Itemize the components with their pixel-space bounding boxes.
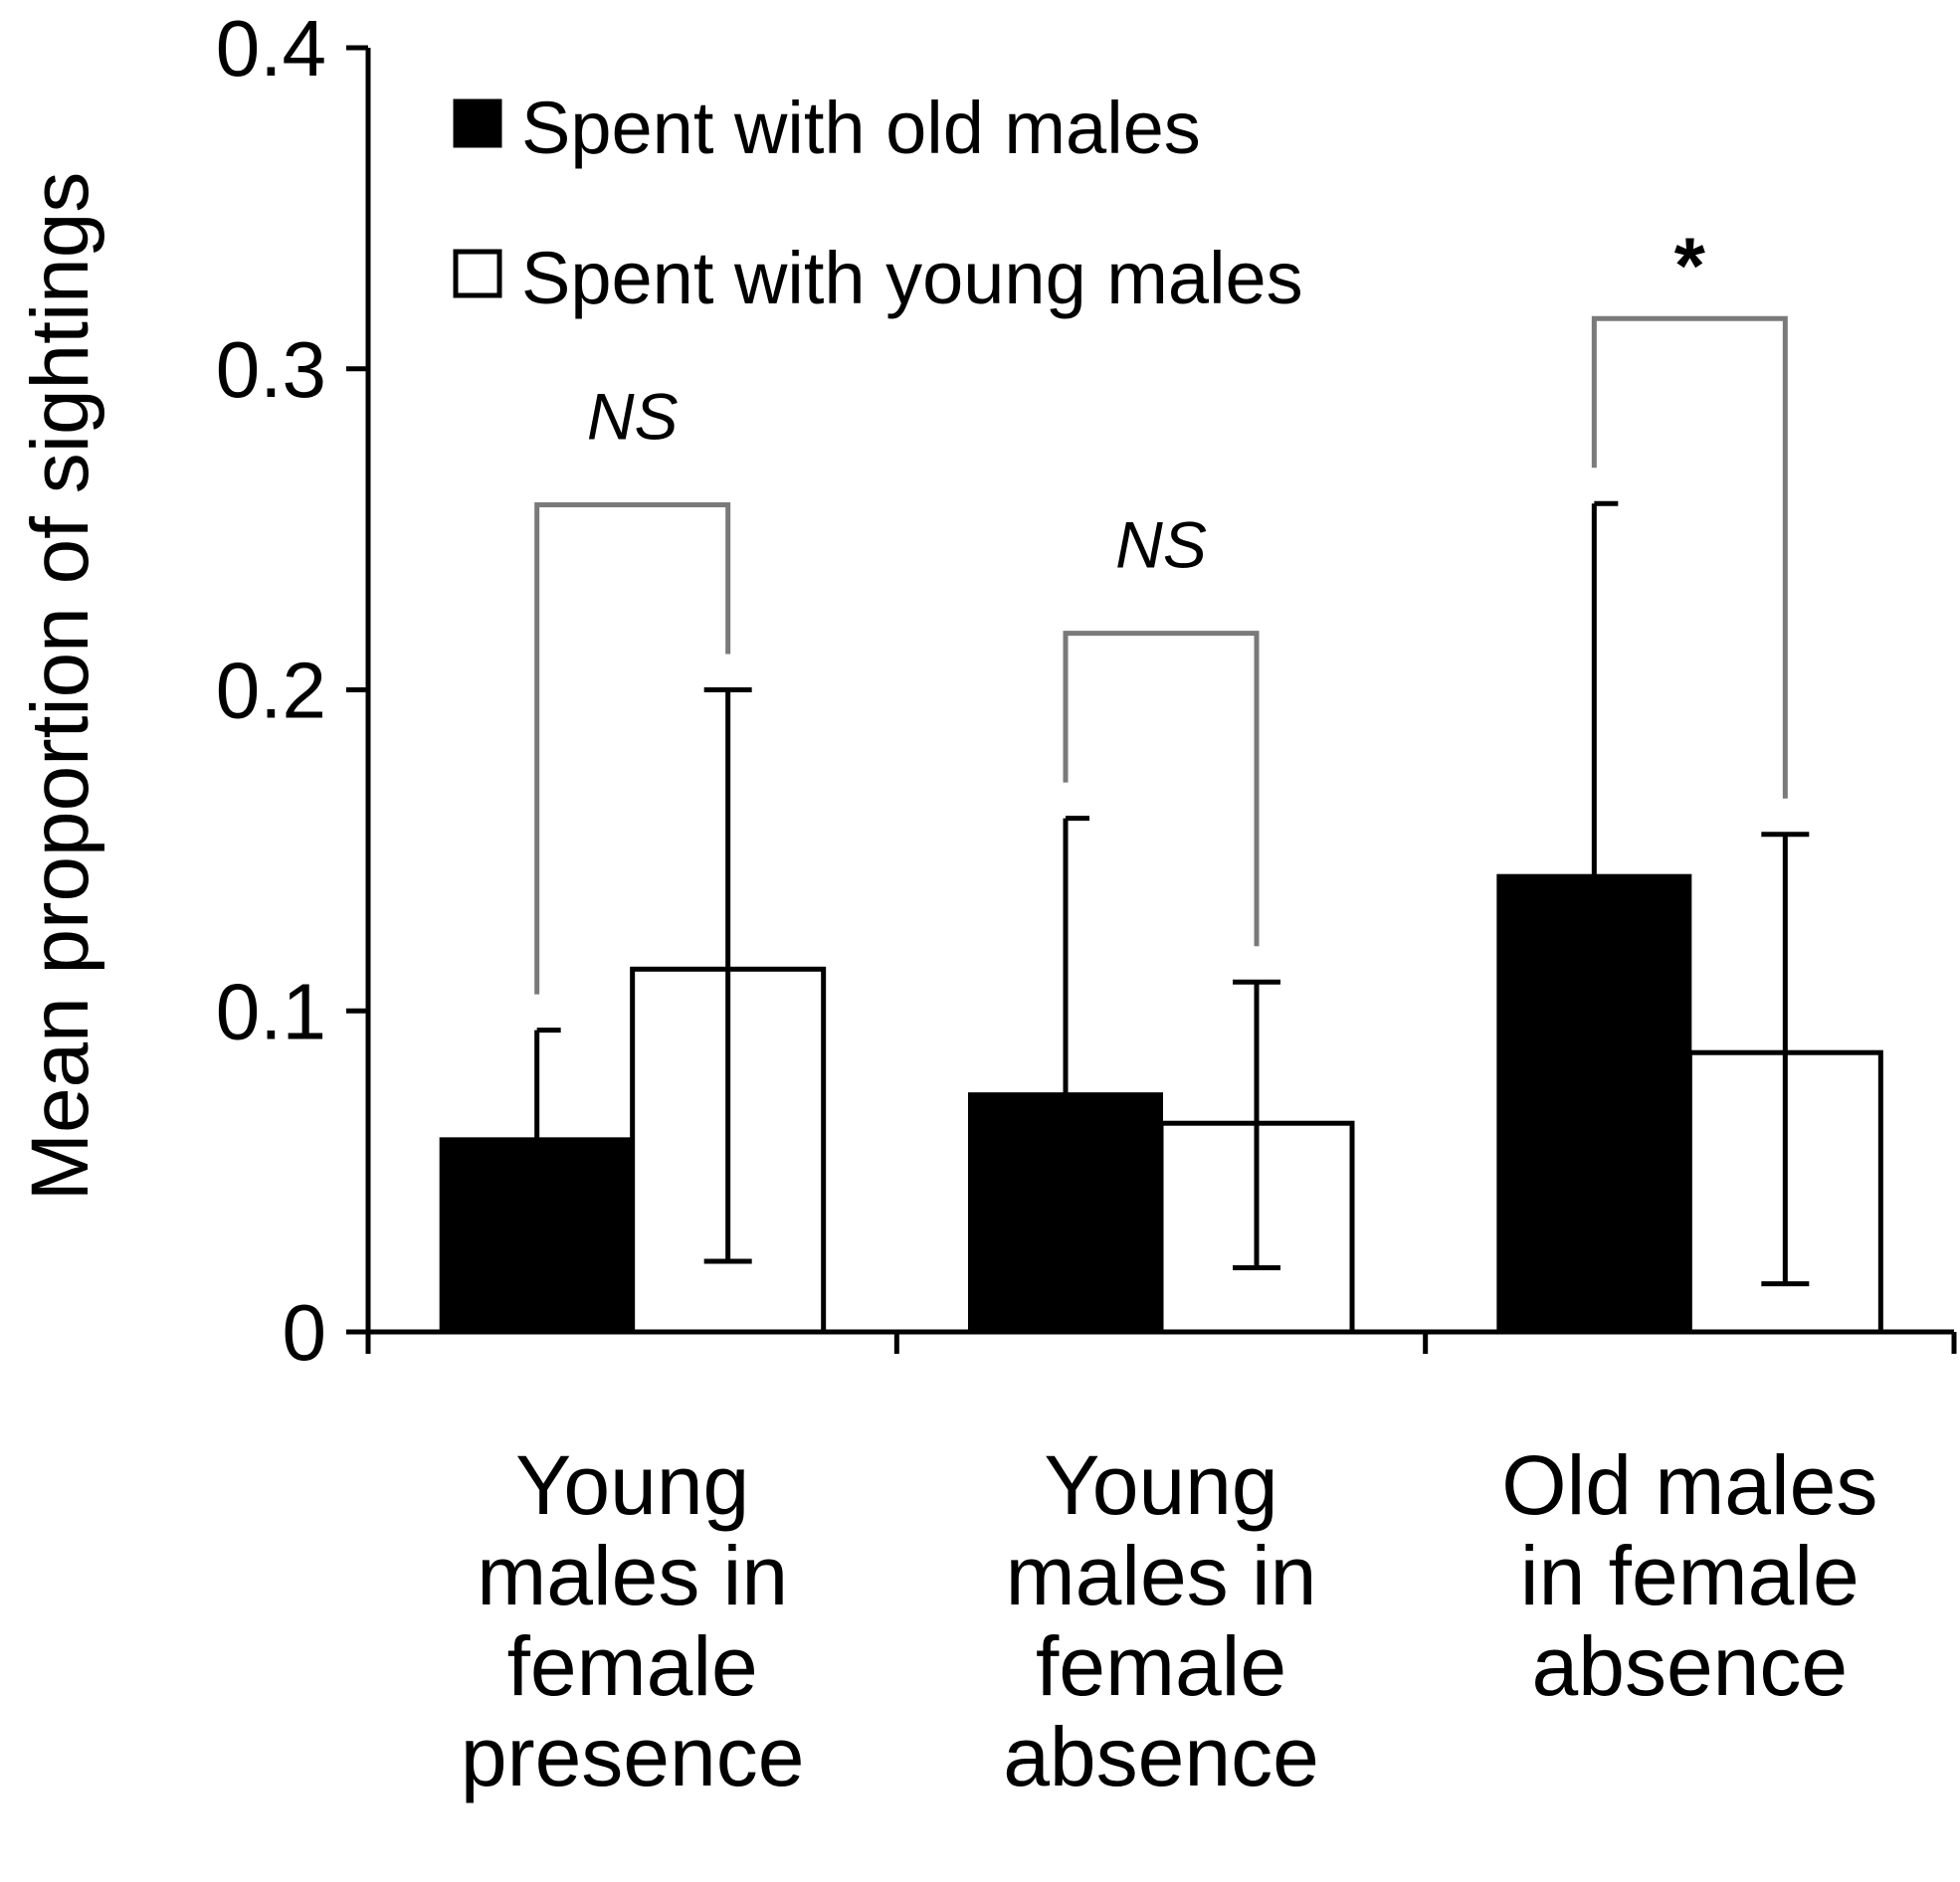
- y-tick-label: 0.4: [216, 4, 326, 93]
- x-category-label: Young: [1044, 1438, 1277, 1532]
- x-category-label: absence: [1003, 1710, 1319, 1803]
- x-category-label: female: [507, 1619, 758, 1713]
- y-tick-label: 0.1: [216, 967, 326, 1055]
- significance-bracket: [1591, 315, 1788, 799]
- significance-bracket: [534, 502, 731, 995]
- legend-item-old-males: Spent with old males: [521, 87, 1201, 169]
- y-tick-label: 0.3: [216, 325, 326, 414]
- x-category-label: female: [1036, 1619, 1286, 1713]
- x-category-label: Young: [515, 1438, 749, 1532]
- significance-label: NS: [587, 380, 679, 454]
- significance-label: NS: [1115, 508, 1207, 582]
- y-axis-title: Mean proportion of sightings: [15, 172, 105, 1202]
- x-category-label: in female: [1520, 1529, 1860, 1622]
- x-category-label: males in: [1006, 1529, 1317, 1622]
- legend-swatch: [453, 249, 502, 298]
- bar-old-males: [968, 1092, 1163, 1335]
- x-category-label: Old males: [1501, 1438, 1877, 1532]
- bar-old-males: [439, 1137, 635, 1334]
- significance-label: *: [1674, 221, 1706, 309]
- x-category-label: presence: [461, 1710, 805, 1803]
- x-category-label: absence: [1532, 1619, 1849, 1713]
- legend-swatch: [453, 98, 502, 148]
- legend-item-young-males: Spent with young males: [521, 237, 1303, 319]
- y-tick-label: 0: [283, 1288, 327, 1377]
- bar-old-males: [1496, 873, 1692, 1334]
- y-tick-label: 0.2: [216, 647, 326, 735]
- x-category-label: males in: [477, 1529, 788, 1622]
- significance-bracket: [1063, 631, 1260, 947]
